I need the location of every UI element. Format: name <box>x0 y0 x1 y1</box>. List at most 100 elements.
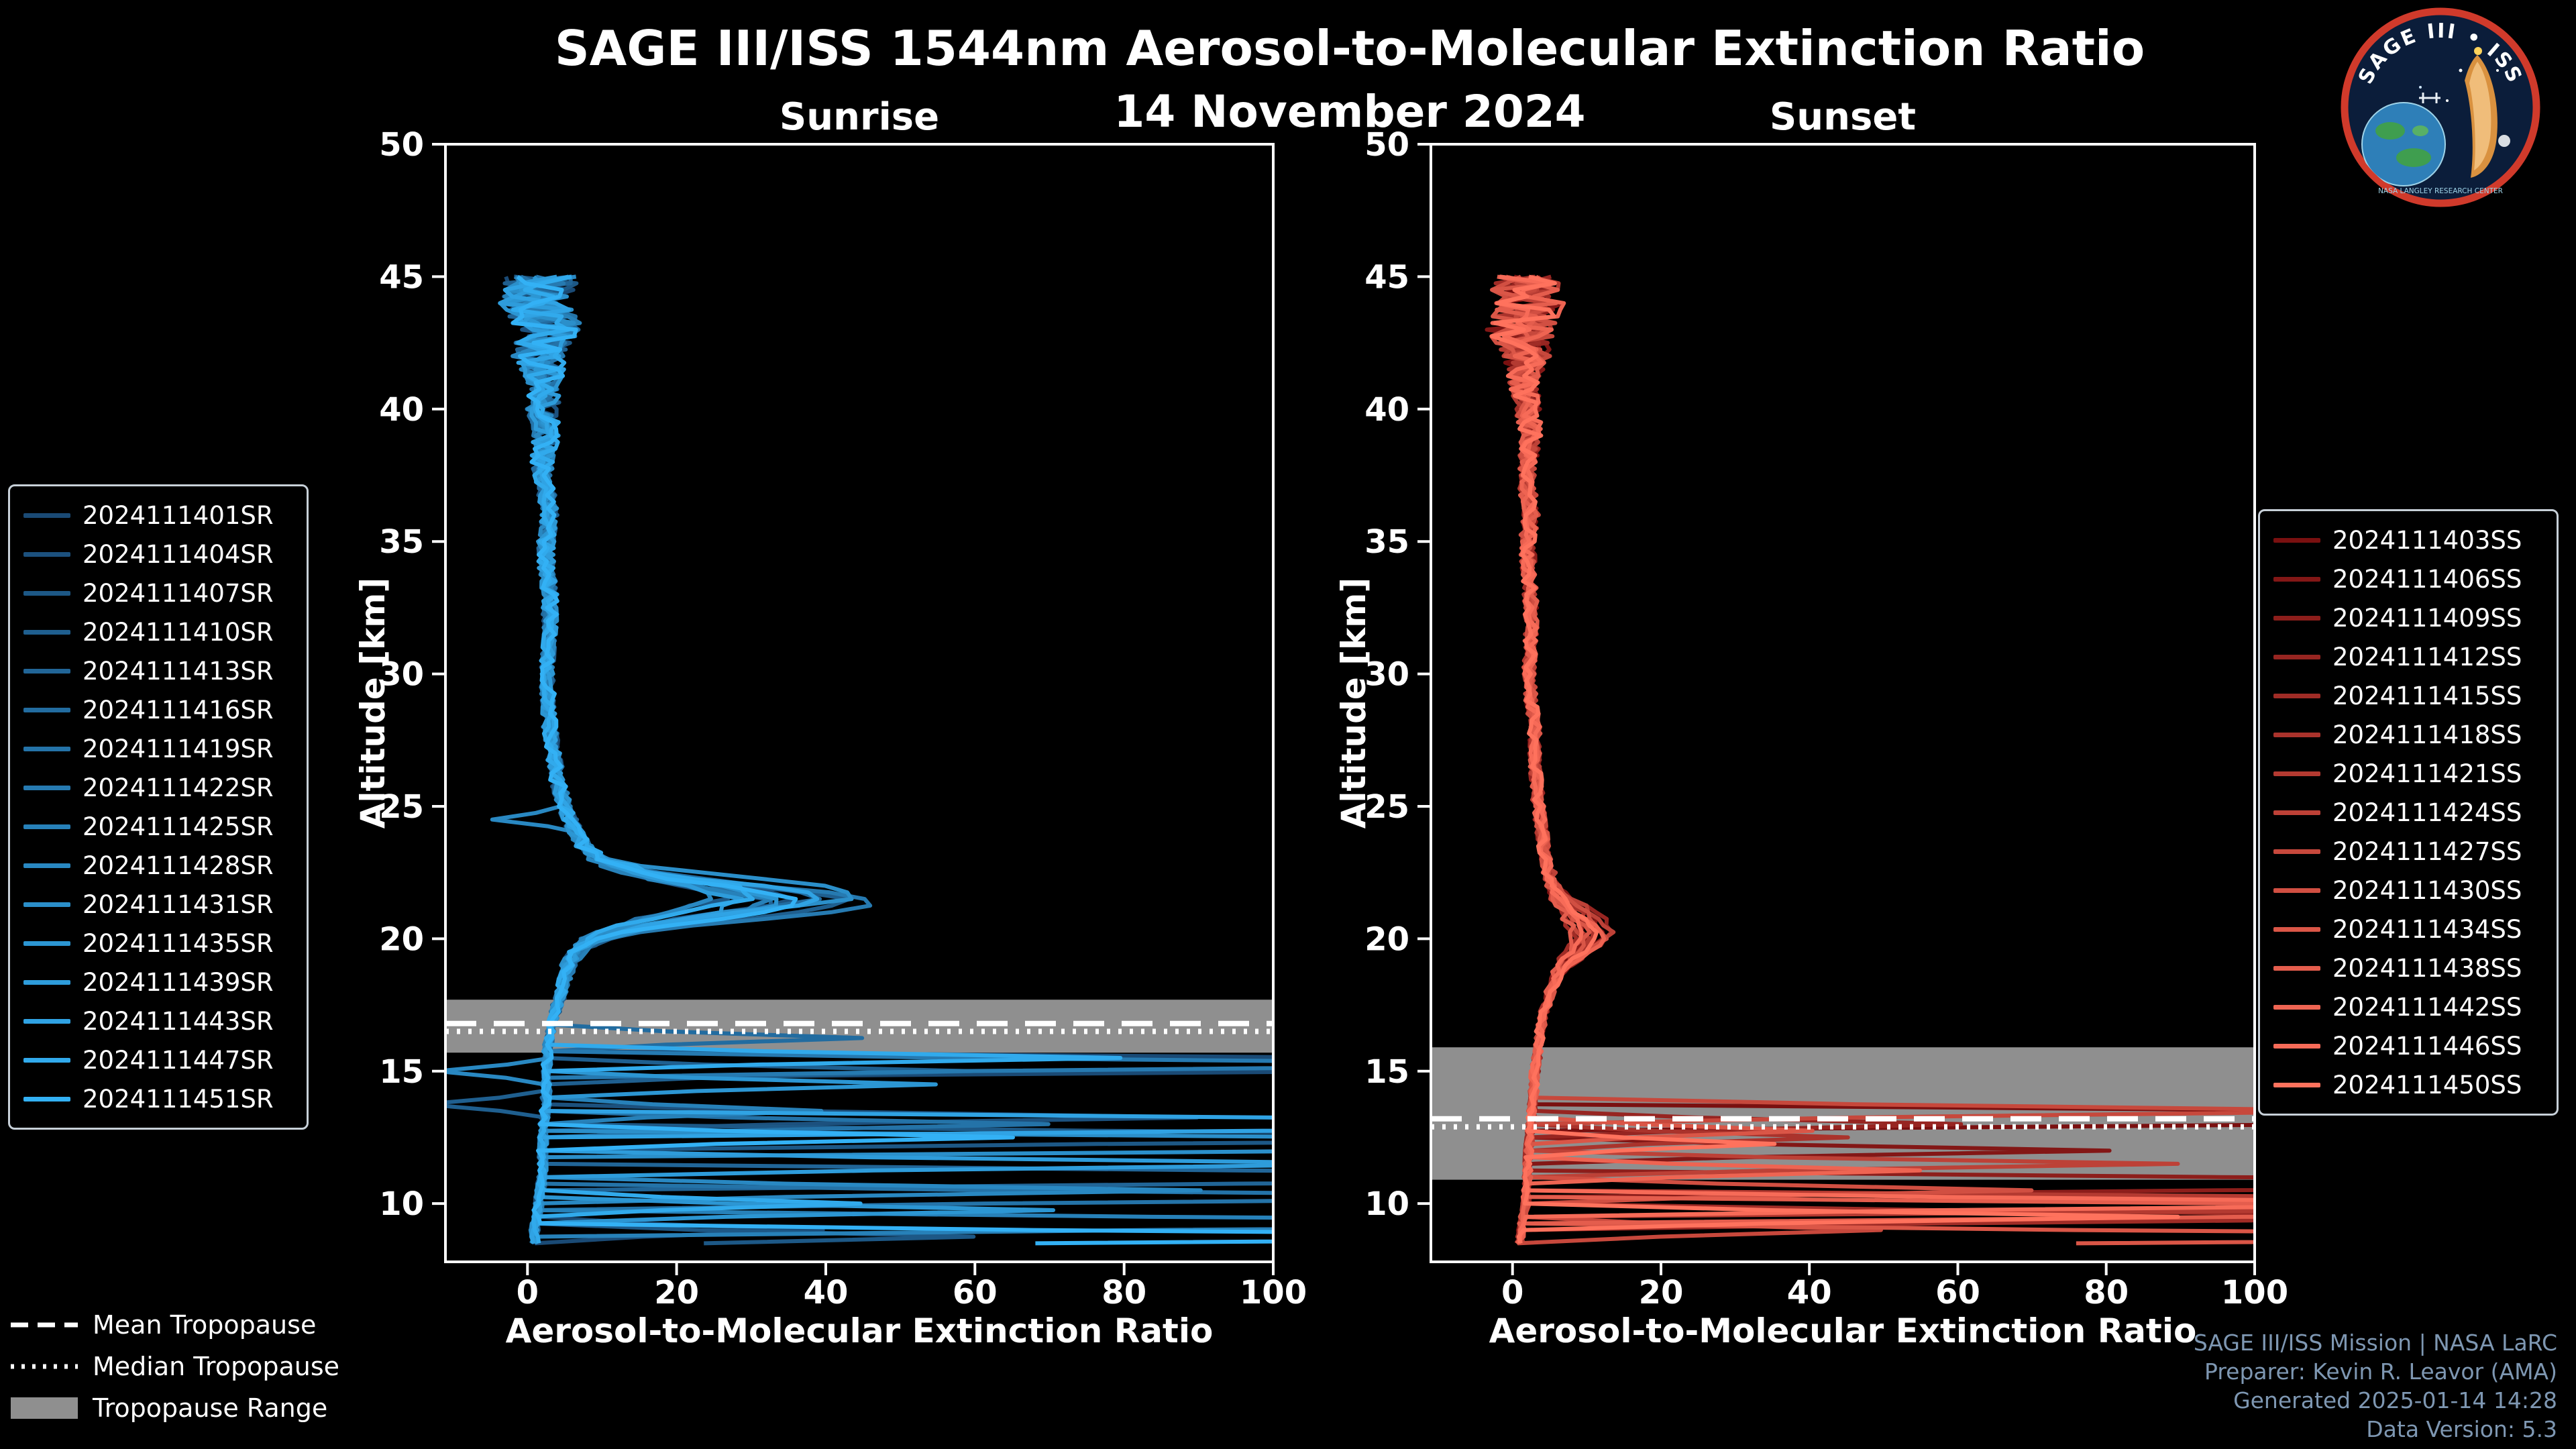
series-color-swatch <box>23 707 70 712</box>
logo-iss-icon <box>2419 93 2440 103</box>
series-name: 2024111438SS <box>2332 953 2522 983</box>
series-color-swatch <box>2273 732 2320 737</box>
series-name: 2024111442SS <box>2332 992 2522 1022</box>
series-name: 2024111428SR <box>83 851 274 880</box>
series-color-swatch <box>23 513 70 518</box>
legend-item: 2024111447SR <box>23 1040 293 1079</box>
figure-title: SAGE III/ISS 1544nm Aerosol-to-Molecular… <box>554 20 2145 76</box>
x-tick-label: 40 <box>1787 1274 1832 1311</box>
legend-item: 2024111443SR <box>23 1002 293 1040</box>
x-tick-label: 60 <box>1935 1274 1980 1311</box>
legend-item: 2024111401SR <box>23 496 293 535</box>
x-axis-label-sunset: Aerosol-to-Molecular Extinction Ratio <box>1489 1311 2197 1350</box>
legend-item: 2024111419SR <box>23 729 293 768</box>
series-name: 2024111425SR <box>83 812 274 841</box>
profile-line <box>1489 274 2180 1244</box>
profile-line <box>445 274 974 1245</box>
credit-line-preparer: Preparer: Kevin R. Leavor (AMA) <box>2204 1358 2557 1385</box>
series-name: 2024111419SR <box>83 734 274 763</box>
legend-item: 2024111428SR <box>23 846 293 885</box>
dotted-line-swatch <box>11 1364 78 1369</box>
figure-date: 14 November 2024 <box>1114 86 1586 138</box>
x-tick-label: 20 <box>654 1274 699 1311</box>
legend-item: 2024111434SS <box>2273 910 2543 949</box>
legend-item: 2024111446SS <box>2273 1026 2543 1065</box>
tropopause-legend-item: Tropopause Range <box>11 1387 339 1429</box>
series-name: 2024111424SS <box>2332 798 2522 827</box>
series-color-swatch <box>2273 693 2320 698</box>
x-tick-label: 80 <box>2084 1274 2129 1311</box>
legend-item: 2024111424SS <box>2273 793 2543 832</box>
x-axis-label-sunrise: Aerosol-to-Molecular Extinction Ratio <box>505 1311 1214 1350</box>
y-tick-label: 35 <box>1364 523 1409 561</box>
series-name: 2024111404SR <box>83 539 274 569</box>
series-color-swatch <box>2273 537 2320 543</box>
series-color-swatch <box>2273 1043 2320 1049</box>
y-tick-label: 50 <box>1364 126 1409 164</box>
legend-item: 2024111427SS <box>2273 832 2543 871</box>
credit-line-mission: SAGE III/ISS Mission | NASA LaRC <box>2193 1330 2557 1356</box>
series-color-swatch <box>23 746 70 751</box>
logo-moon <box>2498 135 2510 147</box>
legend-item: 2024111404SR <box>23 535 293 574</box>
series-name: 2024111439SR <box>83 967 274 997</box>
series-name: 2024111418SS <box>2332 720 2522 749</box>
series-name: 2024111410SR <box>83 617 274 647</box>
x-tick-label: 100 <box>2221 1274 2288 1311</box>
series-color-swatch <box>23 863 70 868</box>
series-name: 2024111447SR <box>83 1045 274 1075</box>
series-color-swatch <box>2273 849 2320 854</box>
series-color-swatch <box>23 1057 70 1063</box>
panel-title-sunset: Sunset <box>1769 95 1917 139</box>
series-color-swatch <box>23 1018 70 1024</box>
x-tick-label: 20 <box>1639 1274 1684 1311</box>
profile-line <box>520 275 1199 1244</box>
tropopause-legend-label: Mean Tropopause <box>93 1310 317 1340</box>
legend-item: 2024111442SS <box>2273 987 2543 1026</box>
series-name: 2024111421SS <box>2332 759 2522 788</box>
credit-line-version: Data Version: 5.3 <box>2366 1416 2557 1442</box>
y-tick-label: 20 <box>379 920 424 958</box>
series-name: 2024111434SS <box>2332 914 2522 944</box>
series-color-swatch <box>23 590 70 596</box>
series-name: 2024111435SR <box>83 928 274 958</box>
series-name: 2024111413SR <box>83 656 274 686</box>
series-name: 2024111422SR <box>83 773 274 802</box>
tropopause-legend-label: Tropopause Range <box>93 1393 328 1423</box>
tropopause-legend-item: Median Tropopause <box>11 1346 339 1387</box>
series-color-swatch <box>23 629 70 635</box>
series-color-swatch <box>23 824 70 829</box>
tropopause-range-swatch <box>11 1397 78 1419</box>
series-color-swatch <box>23 1096 70 1102</box>
logo-earth-land <box>2375 122 2431 167</box>
panel-title-sunrise: Sunrise <box>779 95 940 139</box>
y-tick-label: 25 <box>379 788 424 826</box>
logo-subtitle: NASA LANGLEY RESEARCH CENTER <box>2378 187 2503 195</box>
series-name: 2024111450SS <box>2332 1070 2522 1099</box>
plot-frame <box>444 143 1275 1263</box>
y-tick-label: 50 <box>379 126 424 164</box>
legend-item: 2024111435SR <box>23 924 293 963</box>
profile-line <box>511 274 1123 1244</box>
legend-item: 2024111431SR <box>23 885 293 924</box>
logo-figure-highlight <box>2469 62 2491 170</box>
series-name: 2024111407SR <box>83 578 274 608</box>
y-tick-label: 10 <box>379 1185 424 1223</box>
series-name: 2024111443SR <box>83 1006 274 1036</box>
series-name: 2024111401SR <box>83 500 274 530</box>
y-tick-label: 30 <box>379 656 424 694</box>
series-color-swatch <box>23 941 70 946</box>
sunset-series-legend: 2024111403SS 2024111406SS 2024111409SS 2024… <box>2258 509 2559 1116</box>
y-tick-label: 15 <box>379 1053 424 1091</box>
credit-line-generated: Generated 2025-01-14 14:28 <box>2233 1387 2557 1413</box>
series-name: 2024111446SS <box>2332 1031 2522 1061</box>
x-tick-label: 80 <box>1102 1274 1146 1311</box>
series-color-swatch <box>23 785 70 790</box>
profile-line <box>498 274 1273 1245</box>
y-tick-label: 10 <box>1364 1185 1409 1223</box>
y-tick-label: 20 <box>1364 920 1409 958</box>
legend-item: 2024111418SS <box>2273 715 2543 754</box>
legend-item: 2024111412SS <box>2273 637 2543 676</box>
series-color-swatch <box>2273 771 2320 776</box>
